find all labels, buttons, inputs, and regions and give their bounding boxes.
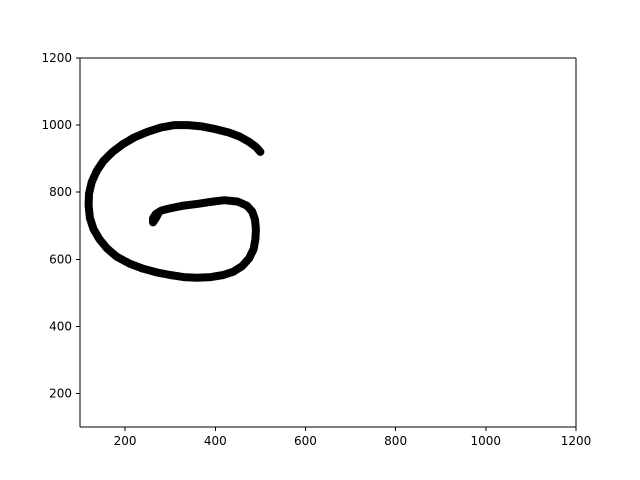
y-tick-label: 600: [49, 252, 72, 266]
y-tick-label: 400: [49, 319, 72, 333]
data-layer: [84, 121, 265, 282]
y-tick-label: 1200: [41, 51, 72, 65]
y-tick-label: 800: [49, 185, 72, 199]
x-tick-label: 1200: [561, 434, 592, 448]
series-line-1: [84, 121, 265, 282]
y-tick-label: 1000: [41, 118, 72, 132]
x-tick-label: 200: [114, 434, 137, 448]
x-tick-label: 1000: [471, 434, 502, 448]
y-tick-label: 200: [49, 386, 72, 400]
x-tick-label: 800: [384, 434, 407, 448]
axes-layer: 200 400 600 800 1000 1200 200 400 600 800 1000 1200: [41, 51, 591, 448]
x-tick-label: 400: [204, 434, 227, 448]
plot-area: [80, 58, 576, 427]
x-tick-label: 600: [294, 434, 317, 448]
